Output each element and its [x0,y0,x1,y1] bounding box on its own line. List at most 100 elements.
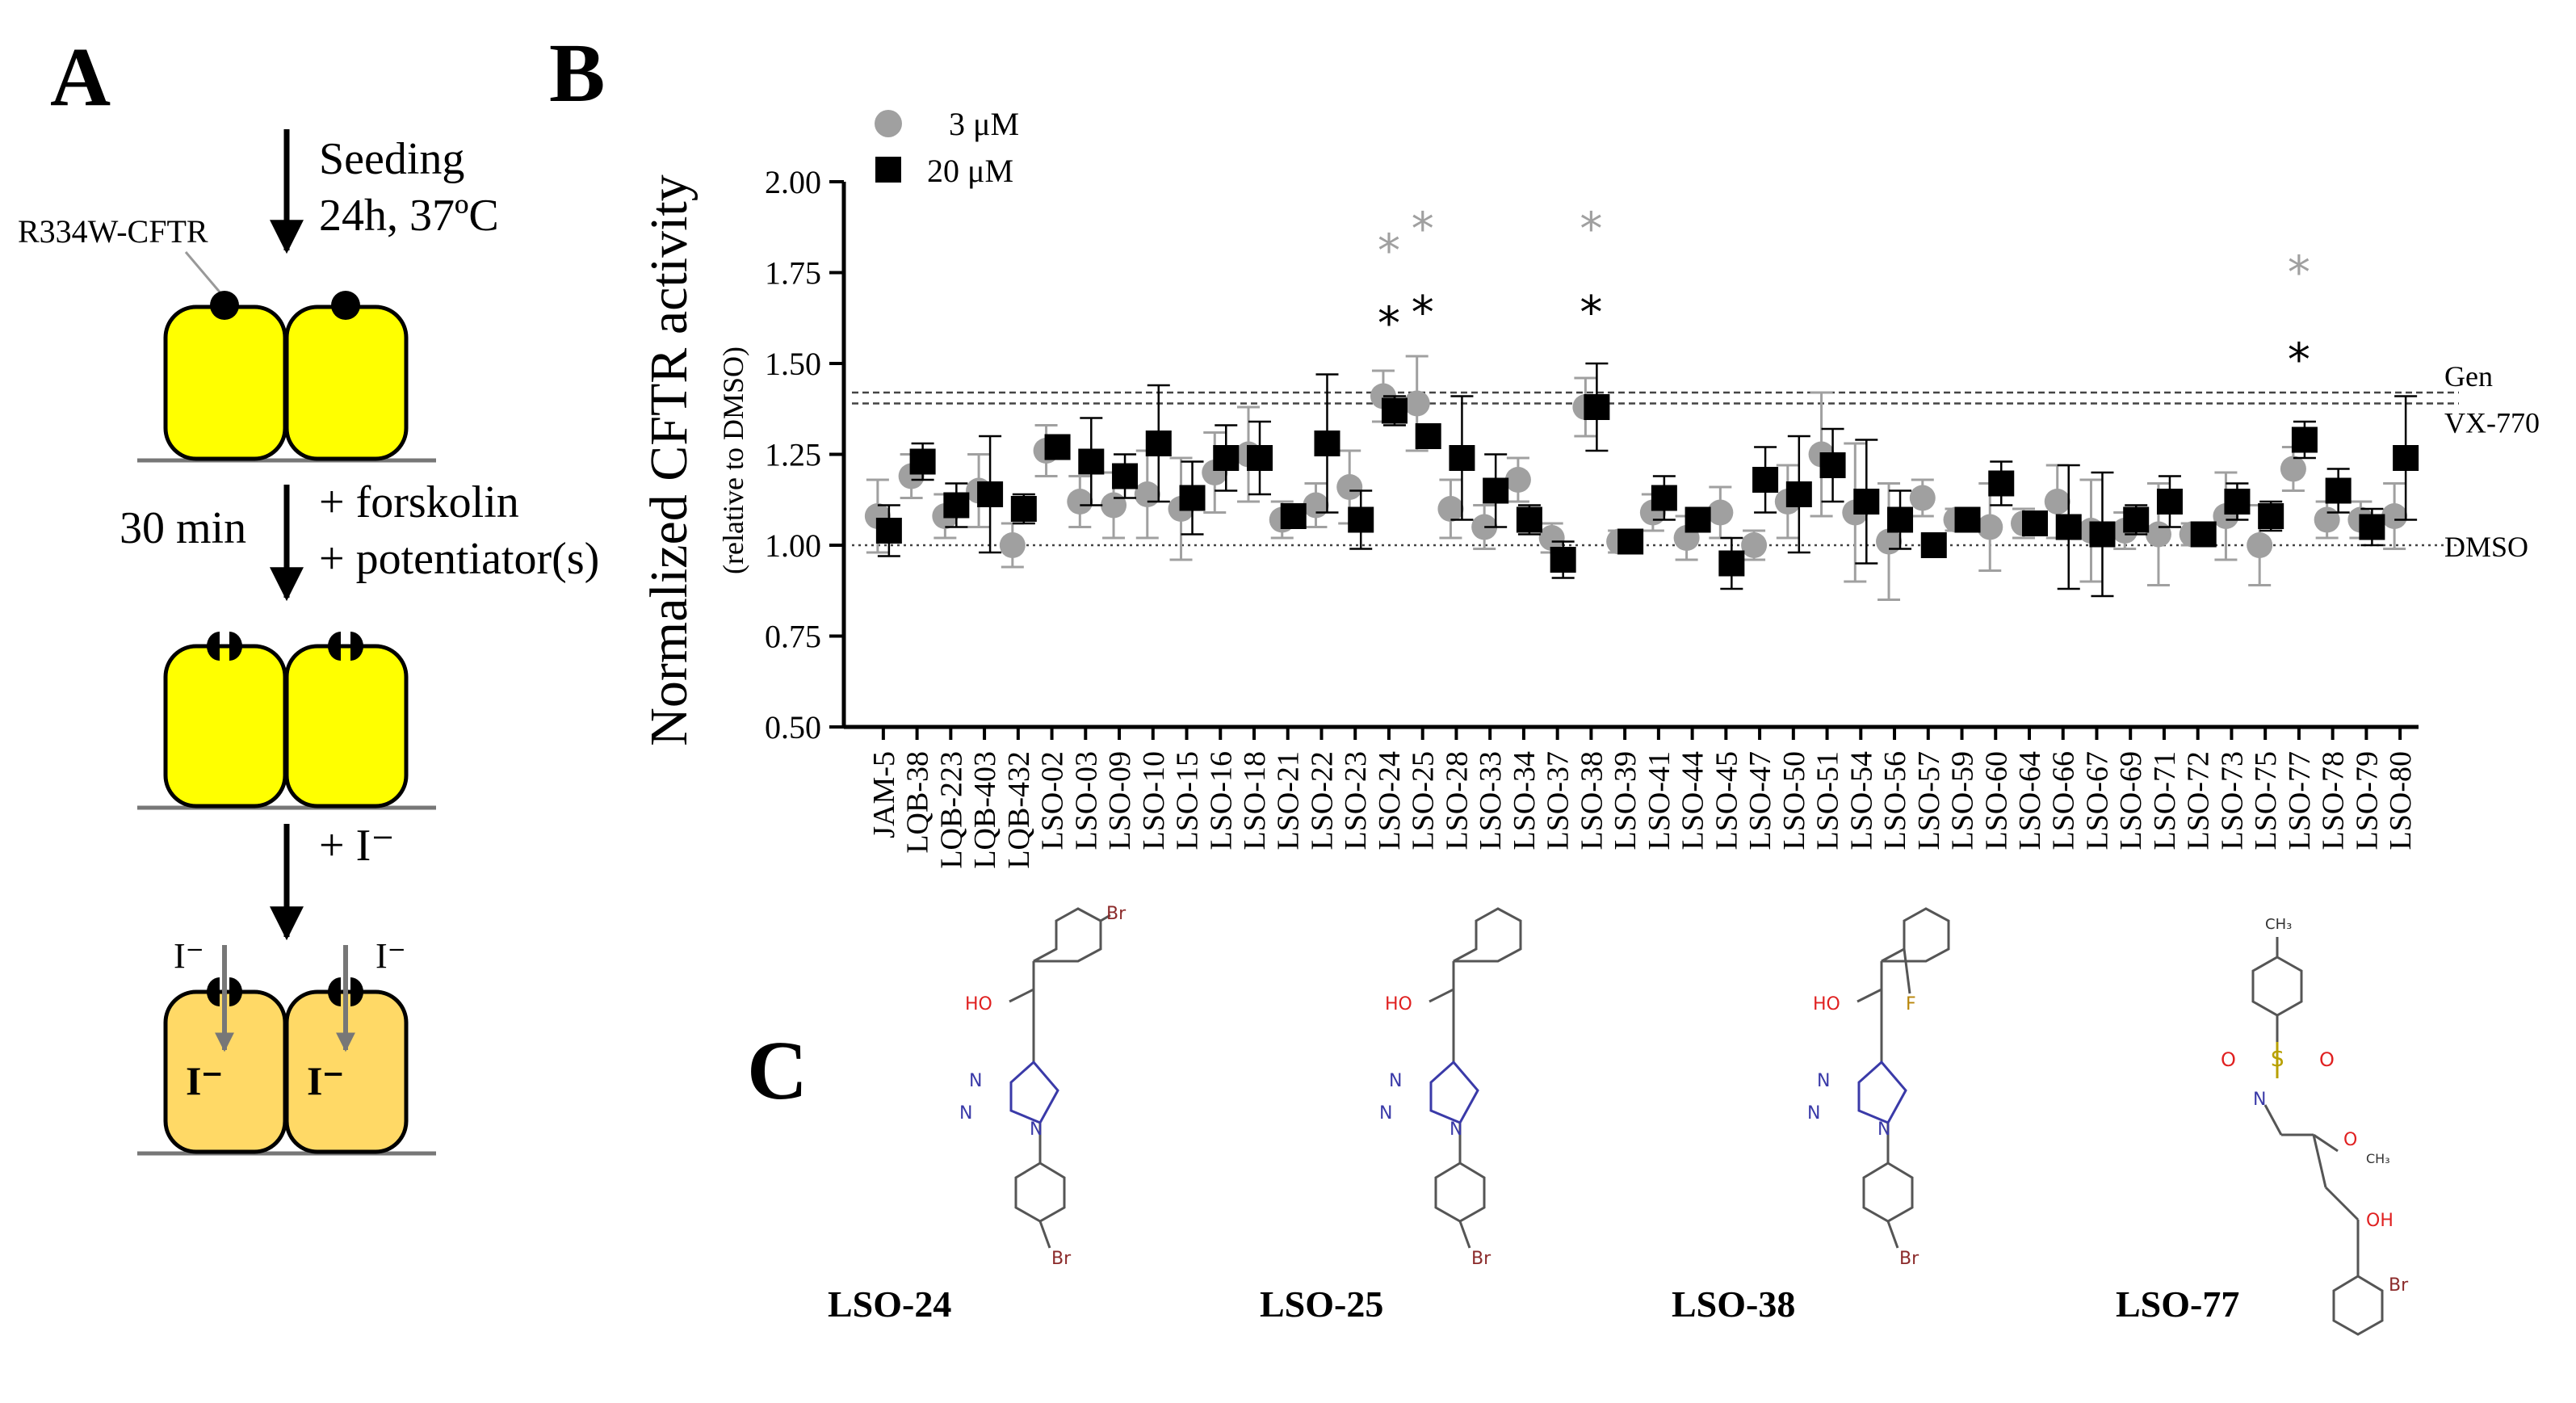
x-tick-label: JAM-5 [867,751,901,838]
hydroxyl-label: HO [965,994,992,1014]
point-20um-lso-57 [1920,532,1947,558]
point-20um-lso-71 [2156,489,2183,515]
point-3um-lso-45 [1707,499,1734,526]
sulfonyl-oxygen-right: O [2319,1048,2335,1071]
y-axis-subtitle: (relative to DMSO) [717,347,749,574]
point-20um-jam-5 [875,518,902,544]
point-20um-lso-54 [1853,489,1880,515]
cell-pair-activated [137,632,436,810]
iodide-addition-label: + I⁻ [319,821,395,871]
y-tick-label: 2.00 [765,164,821,200]
point-3um-lso-28 [1437,496,1464,522]
point-20um-lso-10 [1145,431,1172,456]
methoxy-label: CH₃ [2366,1151,2390,1166]
point-20um-lso-02 [1044,434,1071,460]
iodide-inside-right: I⁻ [307,1058,344,1103]
point-20um-lso-21 [1280,503,1307,529]
x-tick-label: LSO-59 [1946,751,1980,850]
point-3um-lso-09 [1101,492,1127,519]
point-3um-lso-77 [2280,456,2306,482]
x-tick-label: LSO-64 [2013,751,2047,850]
reference-label-vx-770: VX-770 [2444,407,2540,439]
point-20um-lso-79 [2359,514,2385,540]
seeding-label: Seeding [319,134,464,184]
point-20um-lqb-38 [909,448,936,475]
x-tick-label: LSO-71 [2148,751,2182,850]
point-20um-lso-38 [1584,394,1610,420]
structure-lso-25: HO N N N Br LSO-25 [1260,907,1522,1325]
structure-lso-77: CH₃ S O O N O CH₃ OH Br LSO-77 [2116,916,2409,1336]
forskolin-label: + forskolin [319,477,519,527]
compound-name: LSO-25 [1260,1283,1383,1325]
x-tick-label: LSO-47 [1743,751,1777,850]
point-20um-lso-72 [2190,521,2217,548]
point-20um-lso-37 [1550,547,1576,573]
point-20um-lso-22 [1314,431,1340,456]
point-20um-lso-51 [1819,452,1846,478]
chart-plot: Gen VX-770 DMSO 0.50 0.75 1.00 1.25 1.50 1.75 2.0… [765,164,2540,869]
x-tick-label: LQB-38 [901,751,935,854]
ether-oxygen-label: O [2343,1130,2357,1150]
cell-right [284,305,409,461]
x-tick-label: LSO-28 [1440,751,1474,850]
point-3um-lso-03 [1067,489,1093,515]
x-tick-label: LQB-403 [968,751,1002,869]
reference-label-dmso: DMSO [2444,531,2528,563]
x-tick-label: LSO-73 [2215,751,2249,850]
x-tick-label: LSO-79 [2350,751,2384,850]
significance-20um-lso-38: * [1580,287,1602,339]
point-3um-lso-22 [1303,492,1329,519]
significance-3um-lso-25: * [1412,204,1434,256]
significance-3um-lso-38: * [1580,204,1602,256]
y-tick-label: 1.75 [765,255,821,292]
point-20um-lso-47 [1752,467,1779,493]
point-20um-lso-75 [2258,503,2284,529]
sulfonyl-oxygen-left: O [2221,1048,2236,1071]
chart-y-title: Normalized CFTR activity [640,174,699,746]
cell-right [284,644,409,809]
y-tick-label: 0.50 [765,709,821,746]
point-20um-lso-50 [1785,481,1812,507]
triazole-n3: N [1877,1119,1890,1140]
chart-legend: 3 μM 20 μM [875,106,1019,189]
compound-name: LSO-38 [1672,1283,1795,1325]
potentiator-label: + potentiator(s) [319,534,599,584]
point-20um-lso-67 [2089,521,2116,548]
panel-c-letter: C [747,1024,808,1117]
legend-marker-3um [875,110,902,137]
x-tick-label: LSO-72 [2182,751,2216,850]
reference-label-gen: Gen [2444,360,2493,393]
x-tick-label: LSO-75 [2249,751,2283,850]
methyl-label: CH₃ [2265,916,2292,933]
legend-label-3um: 3 μM [949,106,1019,142]
point-20um-lso-24 [1381,397,1408,424]
significance-3um-lso-24: * [1378,225,1400,278]
open-channel-left [207,977,242,1006]
point-20um-lqb-403 [977,481,1004,507]
hydroxyl-label: HO [1813,994,1840,1014]
legend-marker-20um [875,157,901,183]
point-20um-lso-39 [1617,528,1644,555]
compound-name: LSO-24 [828,1283,951,1325]
panel-a-letter: A [50,31,111,124]
bromine-label-bottom: Br [1051,1249,1072,1269]
x-tick-label: LSO-03 [1069,751,1103,850]
significance-3um-lso-77: * [2288,247,2310,300]
point-20um-lso-41 [1651,485,1677,511]
point-20um-lso-15 [1179,485,1206,511]
significance-20um-lso-77: * [2288,334,2310,387]
point-20um-lso-80 [2393,445,2419,471]
point-3um-lso-47 [1741,532,1768,558]
significance-20um-lso-25: * [1412,287,1434,339]
point-20um-lso-45 [1718,550,1745,577]
x-tick-label: LSO-67 [2080,751,2114,850]
bromine-label-top: Br [1106,904,1126,924]
x-tick-label: LSO-69 [2114,751,2148,850]
y-axis-subtitle-wrap: (relative to DMSO) [717,347,749,574]
point-20um-lso-59 [1954,506,1981,533]
point-3um-lso-34 [1504,467,1531,493]
cftr-channel-right [331,291,360,320]
x-tick-label: LSO-38 [1575,751,1609,850]
legend-label-20um: 20 μM [927,153,1013,189]
point-3um-lso-23 [1336,474,1363,500]
